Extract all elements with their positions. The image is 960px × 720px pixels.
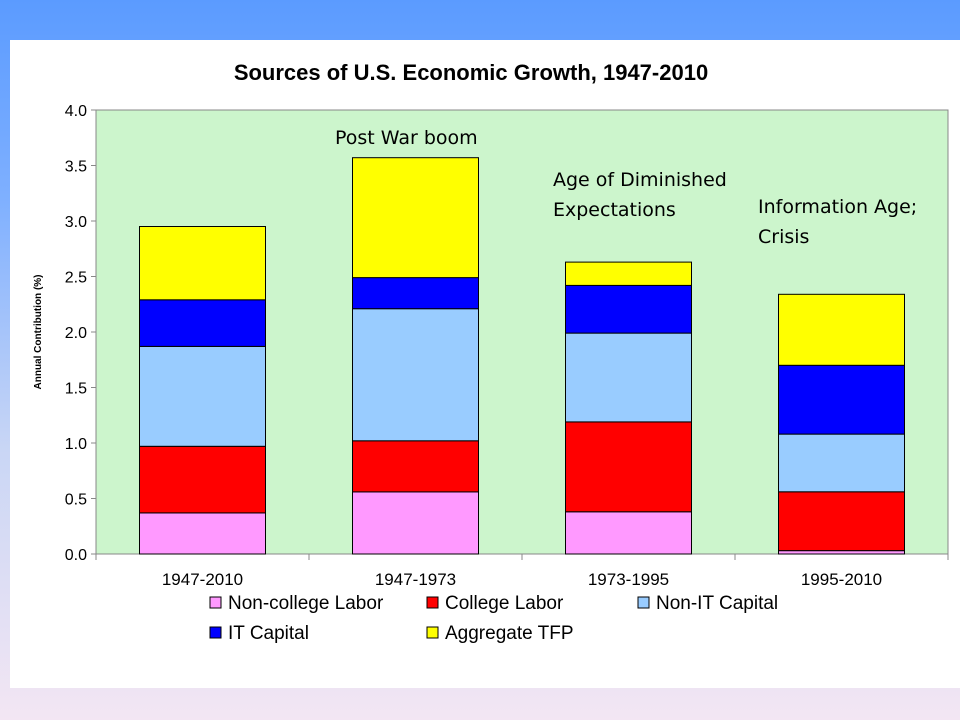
bar-it-capital-1973-1995: [565, 284, 692, 334]
y-axis-label: Annual Contribution (%): [33, 275, 44, 390]
annotation-label: Age of Diminished: [553, 169, 727, 191]
annotation-label: Expectations: [553, 199, 676, 221]
bar-non-it-capital-1947-2010: [139, 345, 266, 447]
bar-non-college-labor-1947-2010: [139, 512, 266, 555]
y-tick-label: 4.0: [65, 103, 87, 120]
legend-label: Non-college Labor: [228, 593, 384, 614]
bar-college-labor-1995-2010: [778, 491, 905, 552]
bar-non-it-capital-1995-2010: [778, 433, 905, 493]
bar-college-labor-1947-2010: [139, 445, 266, 514]
bar-college-labor-1947-1973: [352, 440, 479, 493]
x-tick-label: 1995-2010: [801, 570, 882, 589]
bar-non-college-labor-1973-1995: [565, 511, 692, 555]
legend-label: Aggregate TFP: [445, 623, 574, 644]
legend-swatch: [209, 596, 222, 609]
y-tick-label: 1.0: [65, 436, 87, 453]
chart: Sources of U.S. Economic Growth, 1947-20…: [33, 60, 949, 644]
bar-non-college-labor-1947-1973: [352, 491, 479, 555]
y-tick-label: 0.5: [65, 492, 87, 509]
y-tick-label: 1.5: [65, 381, 87, 398]
y-tick-label: 2.0: [65, 325, 87, 342]
legend-swatch: [426, 626, 439, 639]
y-tick-label: 3.5: [65, 159, 87, 176]
chart-panel: Sources of U.S. Economic Growth, 1947-20…: [10, 40, 960, 688]
bar-non-it-capital-1947-1973: [352, 308, 479, 442]
legend-label: IT Capital: [228, 623, 309, 644]
bar-aggregate-tfp-1947-2010: [139, 226, 266, 301]
bar-aggregate-tfp-1995-2010: [778, 293, 905, 366]
bar-aggregate-tfp-1947-1973: [352, 157, 479, 279]
annotation-label: Post War boom: [335, 127, 478, 149]
bar-non-it-capital-1973-1995: [565, 332, 692, 423]
chart-title: Sources of U.S. Economic Growth, 1947-20…: [234, 60, 708, 85]
annotation-label: Crisis: [758, 226, 809, 248]
bar-college-labor-1973-1995: [565, 421, 692, 513]
bar-it-capital-1995-2010: [778, 364, 905, 435]
bar-aggregate-tfp-1973-1995: [565, 261, 692, 286]
bar-non-college-labor-1995-2010: [778, 550, 905, 555]
x-tick-label: 1947-2010: [162, 570, 243, 589]
legend-swatch: [637, 596, 650, 609]
legend-label: Non-IT Capital: [656, 593, 778, 614]
annotation-label: Information Age;: [758, 196, 917, 218]
bar-it-capital-1947-1973: [352, 277, 479, 310]
legend-label: College Labor: [445, 593, 564, 614]
y-tick-label: 0.0: [65, 547, 87, 564]
legend-swatch: [209, 626, 222, 639]
y-tick-label: 3.0: [65, 214, 87, 231]
legend-swatch: [426, 596, 439, 609]
x-tick-label: 1947-1973: [375, 570, 456, 589]
bar-it-capital-1947-2010: [139, 299, 266, 347]
y-tick-label: 2.5: [65, 270, 87, 287]
x-tick-label: 1973-1995: [588, 570, 669, 589]
